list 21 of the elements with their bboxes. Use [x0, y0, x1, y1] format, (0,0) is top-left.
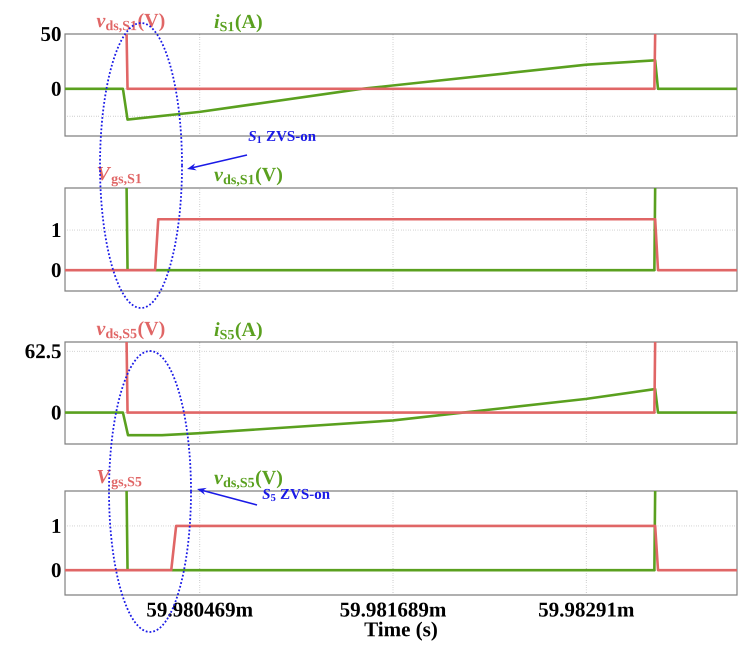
y-tick-label: 62.5 — [25, 344, 61, 358]
line-series — [65, 388, 737, 436]
x-tick-label: 59.981689m — [340, 602, 446, 617]
text: v$_{ds,S5}$(V) — [214, 470, 282, 490]
annotation: S$_{5}$ ZVS-on — [262, 488, 330, 502]
text: i$_{S5}$(A) — [214, 322, 262, 340]
line-series — [65, 59, 737, 121]
text: i$_{S1}$(A) — [214, 14, 262, 32]
y-tick-label: 0 — [52, 82, 61, 96]
x-tick-label: 59.980469m — [147, 602, 253, 617]
y-tick-label: 0 — [52, 263, 61, 278]
text: v$_{ds,S1}$(V) — [214, 167, 282, 186]
series-label: v$_{ds,S5}$(V) — [96, 321, 164, 340]
y-tick-label: 1 — [52, 519, 60, 533]
text: V$_{gs,S5}$ — [98, 470, 142, 490]
y-tick-label: 0 — [52, 563, 61, 578]
y-tick-label: 0 — [52, 406, 61, 420]
y-tick-label: 50 — [41, 26, 61, 42]
x-tick-label: 59.98291m — [539, 602, 634, 617]
y-tick-label: 1 — [52, 223, 60, 237]
x-axis-title: Time (s) — [364, 622, 437, 641]
